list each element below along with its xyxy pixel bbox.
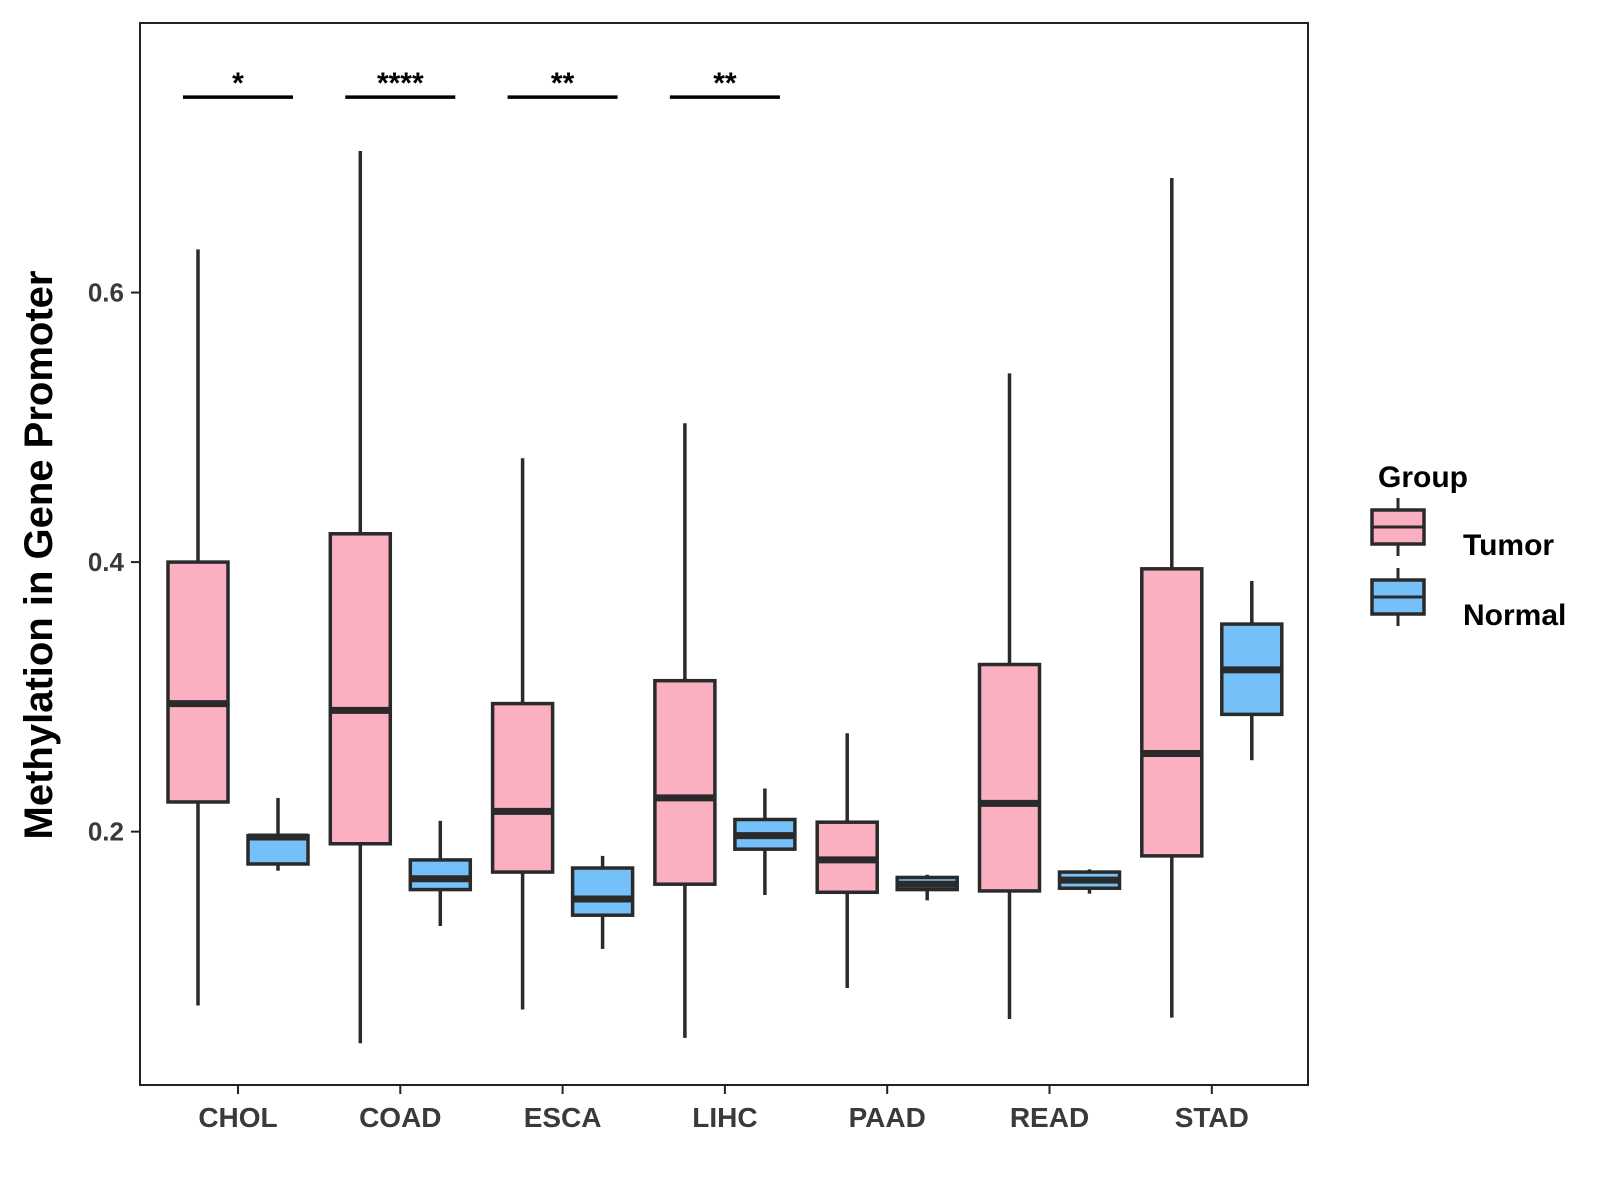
legend-key-normal bbox=[1370, 568, 1426, 626]
box-iqr bbox=[977, 662, 1042, 893]
x-tick-label-lihc: LIHC bbox=[692, 1102, 757, 1133]
x-tick-label-read: READ bbox=[1010, 1102, 1089, 1133]
significance-label: * bbox=[232, 67, 244, 100]
y-axis-title: Methylation in Gene Promoter bbox=[17, 271, 61, 840]
y-axis: 0.2 0.4 0.6 bbox=[88, 278, 140, 847]
x-tick-label-coad: COAD bbox=[359, 1102, 441, 1133]
box-normal-chol bbox=[246, 797, 310, 871]
legend-label-tumor: Tumor bbox=[1463, 529, 1554, 562]
box-series bbox=[166, 151, 1284, 1044]
box-iqr bbox=[570, 866, 635, 917]
x-tick-label-paad: PAAD bbox=[849, 1102, 926, 1133]
y-tick-label: 0.4 bbox=[88, 547, 125, 577]
box-normal-lihc bbox=[733, 788, 797, 895]
box-iqr bbox=[490, 701, 555, 874]
x-tick-label-chol: CHOL bbox=[198, 1102, 277, 1133]
y-tick-label: 0.2 bbox=[88, 817, 124, 847]
y-tick-label: 0.6 bbox=[88, 278, 124, 308]
plot-panel bbox=[139, 22, 1309, 1086]
box-iqr bbox=[408, 858, 473, 892]
box-iqr bbox=[653, 678, 717, 886]
box-tumor-read bbox=[977, 373, 1042, 1019]
significance-label: ** bbox=[713, 67, 737, 100]
x-axis: CHOL COAD ESCA LIHC PAAD READ STAD bbox=[198, 1085, 1249, 1133]
box-tumor-paad bbox=[815, 733, 879, 988]
significance-annotations: * **** ** ** bbox=[183, 67, 780, 100]
box-iqr bbox=[1140, 567, 1204, 858]
significance-label: **** bbox=[377, 67, 424, 100]
x-tick-label-esca: ESCA bbox=[524, 1102, 602, 1133]
x-tick-label-stad: STAD bbox=[1175, 1102, 1249, 1133]
box-iqr bbox=[166, 560, 230, 804]
box-normal-stad bbox=[1220, 580, 1284, 761]
box-iqr bbox=[328, 532, 393, 846]
legend-title: Group bbox=[1378, 461, 1468, 494]
box-normal-esca bbox=[570, 855, 635, 949]
box-tumor-chol bbox=[166, 249, 230, 1006]
box-tumor-coad bbox=[328, 151, 393, 1044]
significance-label: ** bbox=[551, 67, 575, 100]
box-normal-paad bbox=[895, 874, 959, 901]
box-tumor-esca bbox=[490, 458, 555, 1010]
box-tumor-lihc bbox=[653, 423, 717, 1038]
legend-label-normal: Normal bbox=[1463, 599, 1566, 632]
box-normal-coad bbox=[408, 820, 473, 926]
legend-key-tumor bbox=[1370, 498, 1426, 556]
box-tumor-stad bbox=[1140, 177, 1204, 1018]
box-normal-read bbox=[1057, 869, 1122, 894]
legend: Group Tumor Normal bbox=[1370, 461, 1566, 632]
